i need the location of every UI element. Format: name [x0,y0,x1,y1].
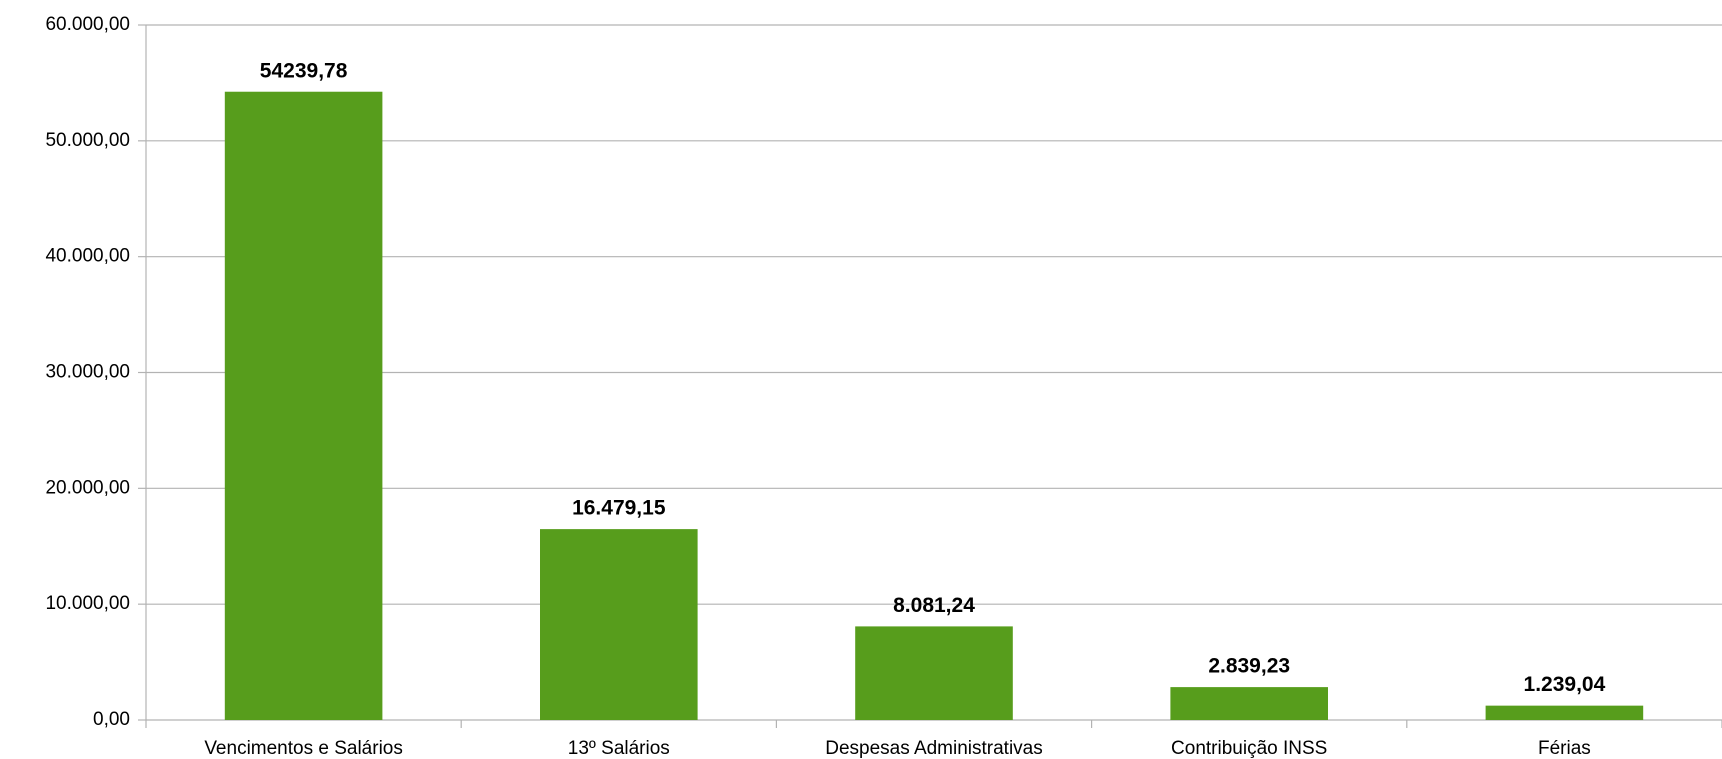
value-label: 8.081,24 [893,594,975,617]
y-tick-label: 20.000,00 [45,477,130,498]
y-tick-label: 0,00 [93,709,130,730]
value-label: 1.239,04 [1524,673,1606,696]
y-tick-label: 60.000,00 [45,14,130,35]
value-label: 54239,78 [260,59,348,82]
y-tick-label: 30.000,00 [45,362,130,383]
x-tick-label: Contribuição INSS [1171,738,1327,759]
bar [1485,705,1644,720]
y-tick-label: 50.000,00 [45,130,130,151]
x-tick-label: Vencimentos e Salários [204,738,403,759]
bar [855,626,1013,720]
x-tick-label: Despesas Administrativas [825,738,1043,759]
x-tick-label: Férias [1538,738,1591,759]
value-label: 2.839,23 [1208,655,1290,678]
value-label: 16.479,15 [572,497,666,520]
y-tick-label: 10.000,00 [45,593,130,614]
bar [1170,687,1328,720]
y-tick-label: 40.000,00 [45,246,130,267]
bar [224,91,383,721]
x-tick-label: 13º Salários [568,738,670,759]
bar [540,529,698,720]
